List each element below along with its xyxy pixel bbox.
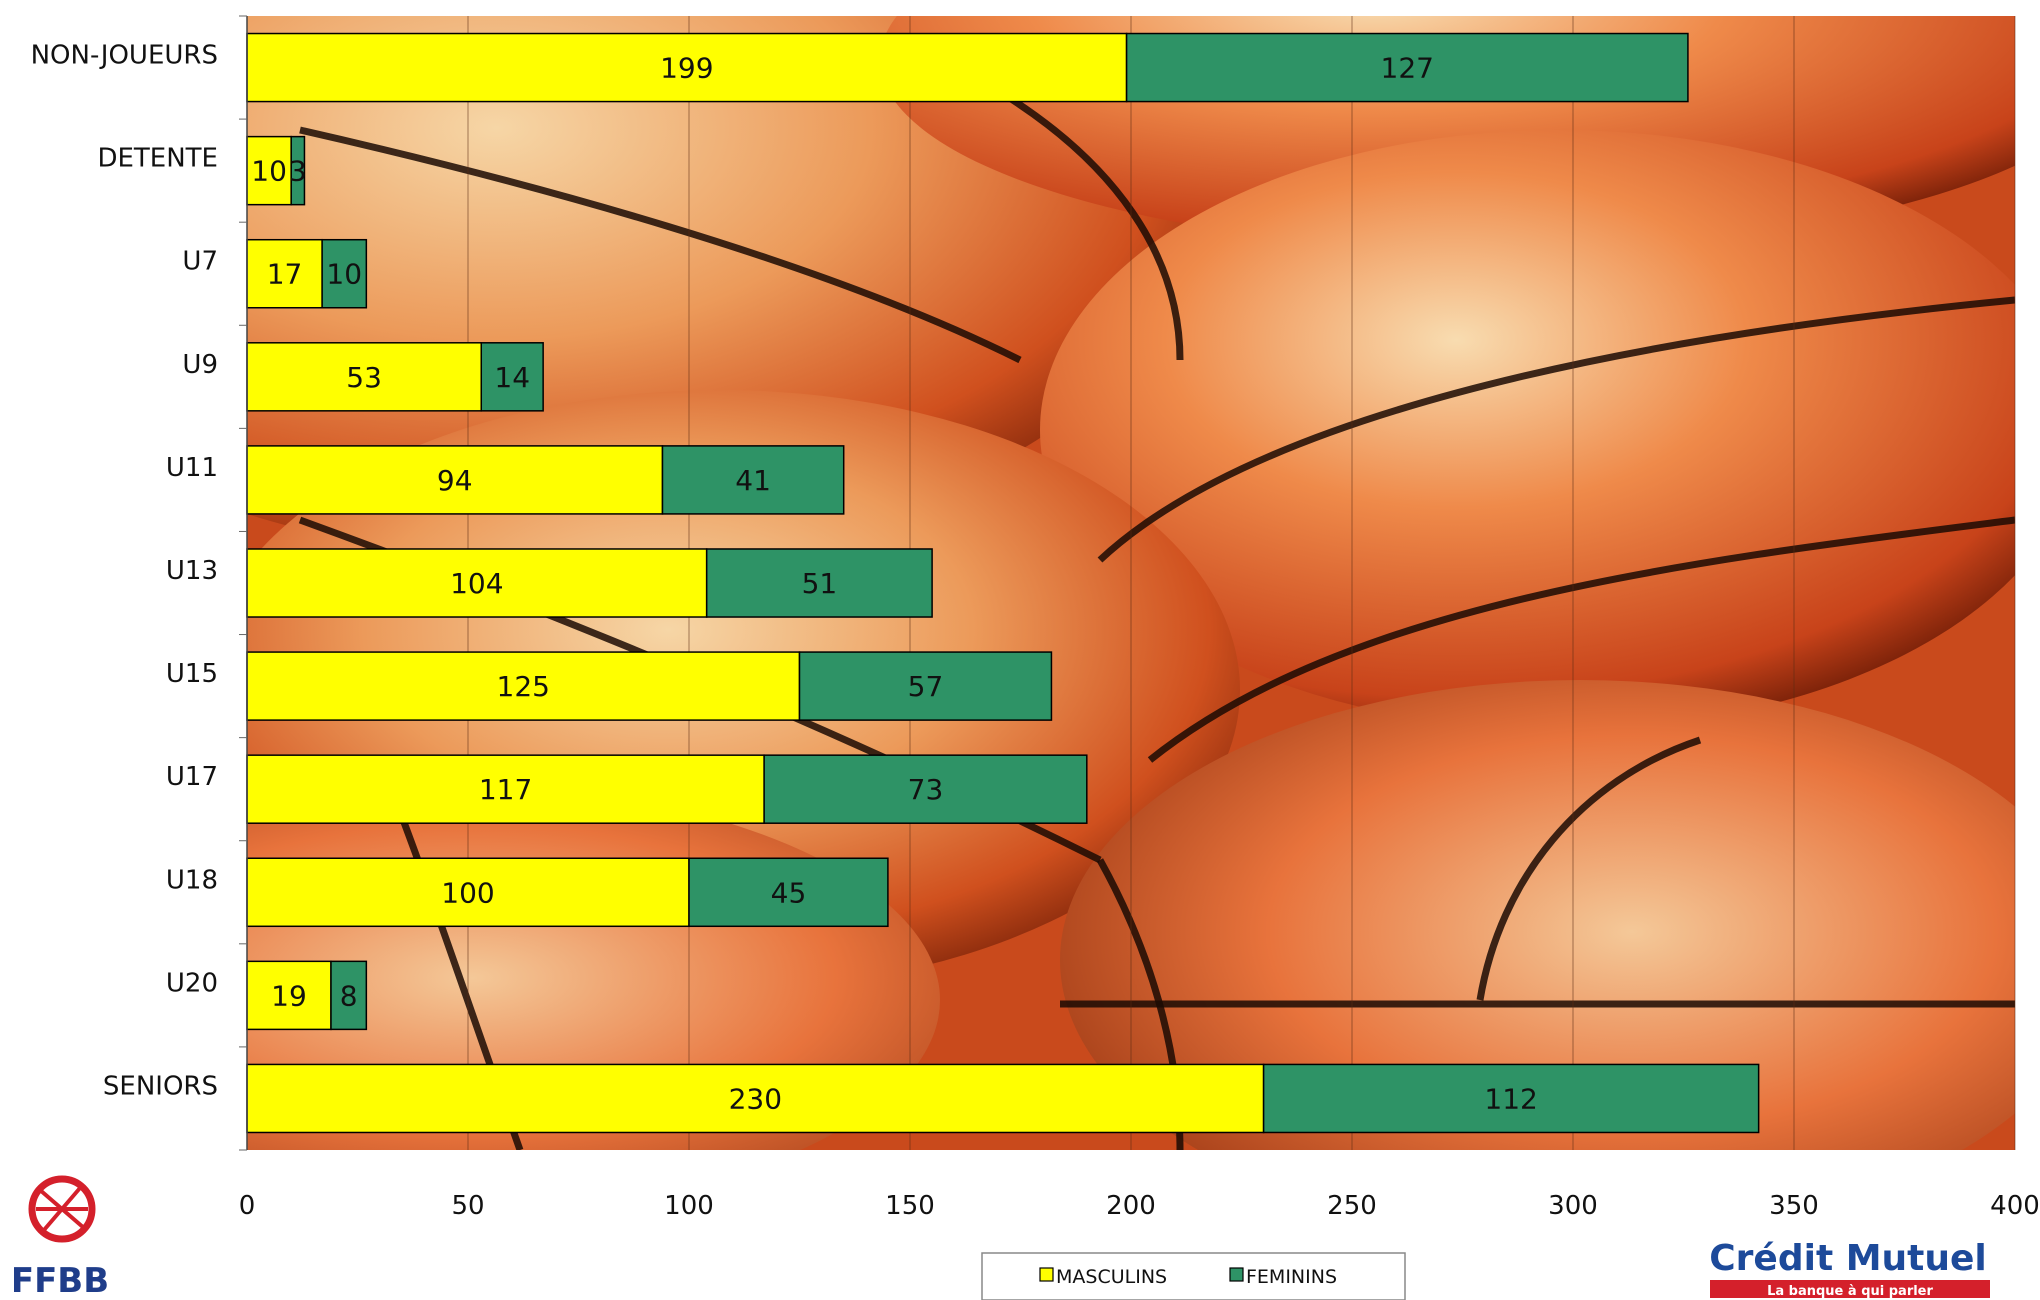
x-tick-label: 300 xyxy=(1548,1191,1598,1221)
data-label: 14 xyxy=(494,361,530,394)
category-label: DETENTE xyxy=(97,144,218,174)
data-label: 117 xyxy=(479,773,532,806)
data-label: 10 xyxy=(326,258,362,291)
bar-masculins xyxy=(246,754,765,824)
bar-feminins xyxy=(705,548,933,618)
category-label: U9 xyxy=(182,350,218,380)
bar-masculins xyxy=(246,1063,1265,1134)
legend: MASCULINS FEMININS xyxy=(981,1252,1406,1300)
data-label: 17 xyxy=(267,258,303,291)
category-label: NON-JOUEURS xyxy=(31,41,218,71)
bar-masculins xyxy=(246,651,801,721)
bar-masculins xyxy=(246,445,664,515)
logos: FFBB Crédit Mutuel La banque à qui parler xyxy=(11,1175,1990,1300)
ffbb-ball-seams xyxy=(36,1186,88,1232)
basketball-shape xyxy=(1060,680,2015,1150)
data-label: 10 xyxy=(251,155,287,188)
data-label: 8 xyxy=(340,979,358,1012)
data-label: 57 xyxy=(908,670,944,703)
credit-mutuel-logo-text: Crédit Mutuel xyxy=(1709,1238,1987,1279)
bar-masculins xyxy=(246,135,292,206)
bar-feminins xyxy=(688,857,889,928)
category-label: SENIORS xyxy=(103,1071,218,1101)
bar-feminins xyxy=(290,135,306,206)
x-tick-label: 150 xyxy=(885,1191,935,1221)
bar-feminins xyxy=(1125,32,1689,103)
credit-mutuel-logo: Crédit Mutuel La banque à qui parler xyxy=(1709,1238,1990,1299)
data-label: 73 xyxy=(908,773,944,806)
ball-seam xyxy=(978,76,1184,361)
category-label: U18 xyxy=(166,865,218,895)
legend-swatch xyxy=(1229,1267,1244,1282)
bar-feminins xyxy=(1262,1063,1760,1134)
data-label: 230 xyxy=(729,1082,782,1115)
legend-label: FEMININS xyxy=(1246,1266,1337,1288)
bar-feminins xyxy=(798,651,1053,721)
data-label: 41 xyxy=(735,464,771,497)
ball-seam xyxy=(1147,516,2015,763)
category-label: U7 xyxy=(182,247,218,277)
data-label: 125 xyxy=(497,670,550,703)
credit-mutuel-tagline-bar xyxy=(1710,1280,1990,1298)
category-label: U11 xyxy=(166,453,218,483)
legend-label: MASCULINS xyxy=(1056,1266,1167,1288)
bar-feminins xyxy=(661,445,845,515)
category-label: U15 xyxy=(166,659,218,689)
data-label: 3 xyxy=(289,155,307,188)
x-tick-label: 100 xyxy=(664,1191,714,1221)
ball-seam xyxy=(299,126,1022,364)
ball-seam xyxy=(1476,736,1702,1001)
bar-feminins xyxy=(330,960,368,1031)
bar-masculins xyxy=(246,548,708,618)
x-tick-label: 0 xyxy=(239,1191,256,1221)
credit-mutuel-tagline: La banque à qui parler xyxy=(1767,1284,1933,1299)
ffbb-logo-text: FFBB xyxy=(11,1261,109,1300)
data-label: 94 xyxy=(437,464,473,497)
category-label: U17 xyxy=(166,762,218,792)
basketball-shape xyxy=(1040,130,2015,730)
data-label: 127 xyxy=(1381,52,1434,85)
bar-masculins xyxy=(246,960,332,1031)
data-label: 53 xyxy=(346,361,382,394)
x-tick-label: 350 xyxy=(1769,1191,1819,1221)
category-label: U20 xyxy=(166,968,218,998)
x-tick-label: 250 xyxy=(1327,1191,1377,1221)
data-label: 199 xyxy=(660,52,713,85)
category-label: U13 xyxy=(166,556,218,586)
data-label: 51 xyxy=(802,567,838,600)
data-label: 100 xyxy=(441,876,494,909)
x-tick-label: 200 xyxy=(1106,1191,1156,1221)
ball-seam xyxy=(1097,296,2015,563)
data-label: 45 xyxy=(771,876,807,909)
x-tick-label: 50 xyxy=(451,1191,484,1221)
legend-swatch xyxy=(1039,1267,1054,1282)
x-tick-label: 400 xyxy=(1990,1191,2040,1221)
bar-feminins xyxy=(763,754,1088,824)
data-label: 112 xyxy=(1484,1082,1537,1115)
ffbb-logo: FFBB xyxy=(11,1175,109,1300)
bar-feminins xyxy=(480,342,544,412)
bar-feminins xyxy=(321,238,368,309)
data-label: 19 xyxy=(271,979,307,1012)
data-label: 104 xyxy=(450,567,503,600)
axes: NON-JOUEURS DETENTE U7 U9 U11 U13 U15 U17 U18 U20… xyxy=(31,15,2040,1221)
